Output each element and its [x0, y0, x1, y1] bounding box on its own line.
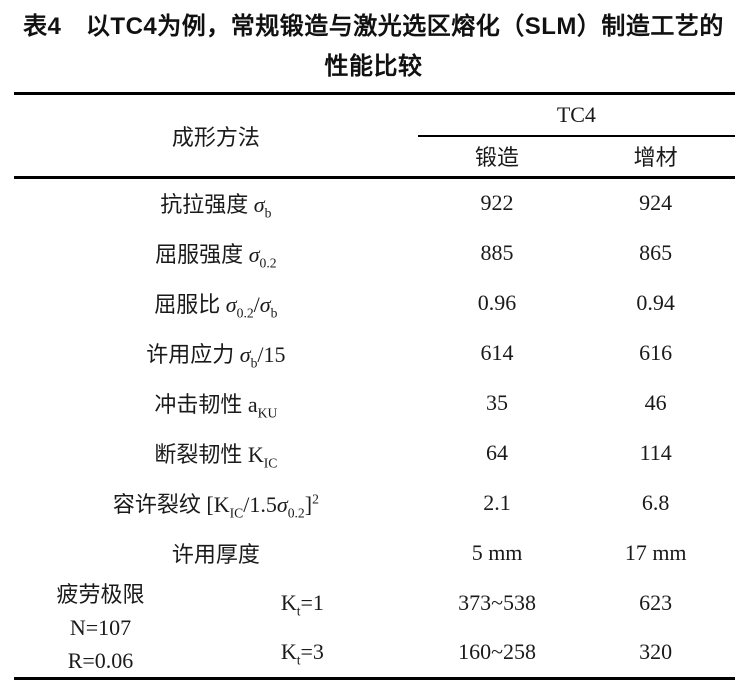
- fatigue-label-line: 疲劳极限: [56, 581, 145, 607]
- value-additive: 924: [639, 190, 673, 216]
- value-forging: 373~538: [458, 589, 536, 615]
- properties-table: 成形方法 TC4 锻造 增材 抗拉强度 σb 922 924 屈服强度 σ0.2…: [14, 92, 735, 680]
- kt-condition: Kt=1: [280, 589, 324, 619]
- value-additive: 865: [639, 239, 673, 265]
- value-additive: 46: [644, 389, 667, 415]
- value-forging: 0.96: [477, 289, 517, 315]
- table-row-fatigue: 疲劳极限 N=107 R=0.06 Kt=1 373~538 623: [14, 578, 735, 673]
- row-label: 抗拉强度 σb: [160, 192, 272, 221]
- header-col-forging: 锻造: [417, 135, 577, 179]
- value-forging: 885: [480, 239, 514, 265]
- table-row: 抗拉强度 σb 922 924: [14, 178, 735, 228]
- row-label: 冲击韧性 aKU: [154, 391, 278, 420]
- row-label: 许用应力 σb/15: [146, 341, 286, 370]
- row-label: 许用厚度: [171, 541, 260, 567]
- fatigue-label-line: R=0.06: [67, 647, 134, 673]
- fatigue-label-line: N=107: [69, 614, 132, 640]
- header-forming-method: 成形方法: [14, 93, 418, 179]
- value-forging: 614: [480, 339, 514, 365]
- value-additive: 114: [639, 439, 672, 465]
- value-additive: 0.94: [636, 289, 675, 315]
- table-row: 容许裂纹 [KIC/1.5σ0.2]2 2.1 6.8: [14, 478, 735, 528]
- header-group-tc4: TC4: [417, 93, 735, 137]
- value-additive: 623: [639, 589, 673, 615]
- value-forging: 5 mm: [471, 539, 523, 565]
- header-col-additive: 增材: [576, 135, 735, 179]
- table-row: 许用厚度 5 mm 17 mm: [14, 528, 735, 578]
- table-row: 许用应力 σb/15 614 616: [14, 328, 735, 378]
- table-row-fatigue: Kt=3 160~258 320: [14, 628, 735, 678]
- value-additive: 616: [639, 339, 673, 365]
- value-forging: 922: [480, 190, 514, 216]
- row-label: 屈服比 σ0.2/σb: [154, 291, 278, 320]
- value-forging: 64: [486, 439, 509, 465]
- table-row: 冲击韧性 aKU 35 46: [14, 378, 735, 428]
- value-additive: 320: [639, 639, 673, 665]
- row-label: 容许裂纹 [KIC/1.5σ0.2]2: [112, 491, 319, 520]
- kt-condition: Kt=3: [280, 639, 324, 668]
- table-caption: 表4 以TC4为例，常规锻造与激光选区熔化（SLM）制造工艺的性能比较: [23, 13, 724, 80]
- value-additive: 6.8: [641, 489, 670, 515]
- value-forging: 35: [486, 389, 509, 415]
- fatigue-limit-label: 疲劳极限 N=107 R=0.06: [14, 578, 187, 679]
- value-forging: 160~258: [458, 639, 536, 665]
- row-label: 屈服强度 σ0.2: [155, 241, 277, 270]
- header-row-columns: 锻造 增材: [14, 135, 735, 179]
- row-label: 断裂韧性 KIC: [154, 441, 278, 470]
- table-row: 屈服比 σ0.2/σb 0.96 0.94: [14, 278, 735, 328]
- table-row: 断裂韧性 KIC 64 114: [14, 428, 735, 478]
- value-additive: 17 mm: [624, 539, 687, 565]
- header-row-group: 成形方法 TC4: [14, 93, 735, 179]
- value-forging: 2.1: [483, 489, 511, 515]
- table-row: 屈服强度 σ0.2 885 865: [14, 228, 735, 278]
